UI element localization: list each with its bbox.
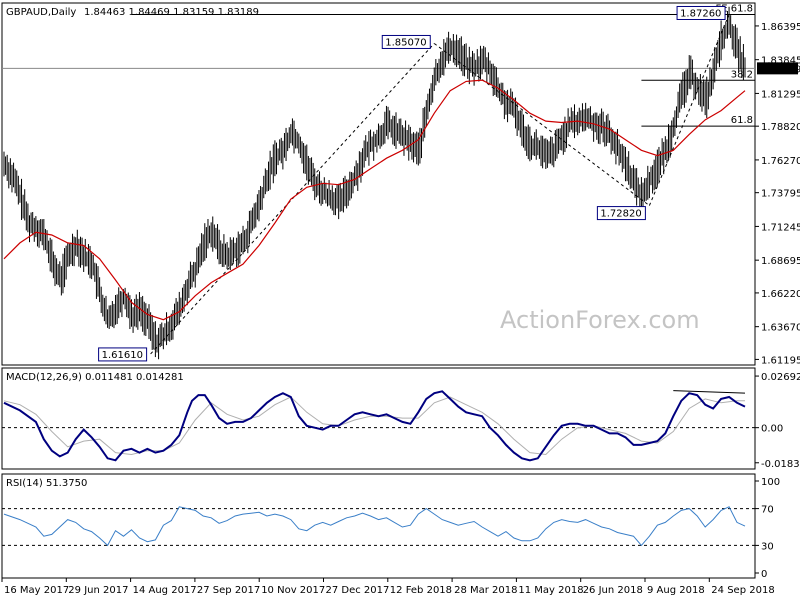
price-y-tick-label: 1.76270 [761,156,800,167]
rsi-y-tick-label: 100 [761,477,780,488]
x-tick-label: 11 May 2018 [518,585,583,596]
macd-label: MACD(12,26,9) 0.011481 0.014281 [6,372,184,383]
price-y-tick-label: 1.66220 [761,289,800,300]
rsi-label: RSI(14) 51.3750 [6,478,87,489]
price-y-tick-label: 1.73795 [761,189,800,200]
macd-y-tick-label: -0.018317 [761,459,800,470]
symbol-label: GBPAUD,Daily [6,7,76,18]
trend-line [648,14,730,206]
last-price-tag [757,62,798,75]
price-y-tick-label: 1.68695 [761,256,800,267]
macd-resistance-line [673,390,746,394]
price-y-tick-label: 1.61195 [761,355,800,366]
price-panel-frame [1,2,756,366]
price-panel: ActionForex.com GBPAUD,Daily 1.84463 1.8… [1,2,800,366]
rsi-plot: 100 70 30 0 [2,477,780,580]
rsi-y-tick-label: 30 [761,541,774,552]
price-y-tick-label: 1.78820 [761,122,800,133]
macd-y-tick-label: 0.026925 [761,372,800,383]
x-tick-label: 10 Nov 2017 [261,585,325,596]
x-tick-label: 9 Aug 2018 [647,585,705,596]
macd-line [3,390,746,462]
x-tick-label: 14 Aug 2017 [133,585,197,596]
ohlc-label: 1.84463 1.84469 1.83159 1.83189 [84,7,259,18]
swing-label: 1.61610 [102,350,143,361]
fib-level-label: FE 61.8 [715,3,753,14]
x-axis: 16 May 2017 29 Jun 2017 14 Aug 2017 27 Sep … [1,578,775,596]
price-y-tick-label: 1.81295 [761,89,800,100]
rsi-panel: RSI(14) 51.3750 100 70 30 0 [1,473,780,580]
swing-label-box [676,5,726,20]
price-y-tick-label: 1.63670 [761,323,800,334]
swing-label: 1.87260 [680,8,721,19]
macd-panel: MACD(12,26,9) 0.011481 0.014281 0.026925… [1,367,800,470]
price-y-tick-label: 1.83845 [761,56,800,67]
price-y-tick-label: 1.86395 [761,22,800,33]
last-price-label: 1.83189 [760,64,800,75]
swing-label-box [381,34,431,49]
macd-y-tick-label: 0.00 [761,424,783,435]
rsi-y-tick-label: 0 [761,569,767,580]
x-tick-label: 24 Sep 2018 [711,585,774,596]
x-tick-label: 12 Feb 2018 [390,585,452,596]
fib-level-label: 61.8 [731,115,753,126]
rsi-line [3,506,746,547]
x-tick-label: 16 May 2017 [4,585,69,596]
x-tick-label: 28 Mar 2018 [454,585,517,596]
x-tick-label: 29 Jun 2017 [68,585,128,596]
x-tick-label: 27 Sep 2017 [197,585,260,596]
swing-label: 1.85070 [385,37,426,48]
trend-line [433,43,650,206]
swing-label: 1.72820 [600,209,641,220]
moving-average-line [3,79,746,321]
watermark: ActionForex.com [500,306,700,334]
price-plot: 1.86395 1.83845 1.81295 1.78820 1.76270 1.737… [2,3,800,366]
macd-plot: 0.026925 0.00 -0.018317 [2,372,800,470]
rsi-panel-frame [1,473,756,579]
rsi-y-tick-label: 70 [761,505,774,516]
x-tick-label: 26 Jun 2018 [583,585,643,596]
swing-label-box [98,347,148,362]
x-tick-label: 27 Dec 2017 [326,585,390,596]
price-y-tick-label: 1.71245 [761,222,800,233]
macd-panel-frame [1,367,756,470]
swing-label-box [596,206,646,221]
